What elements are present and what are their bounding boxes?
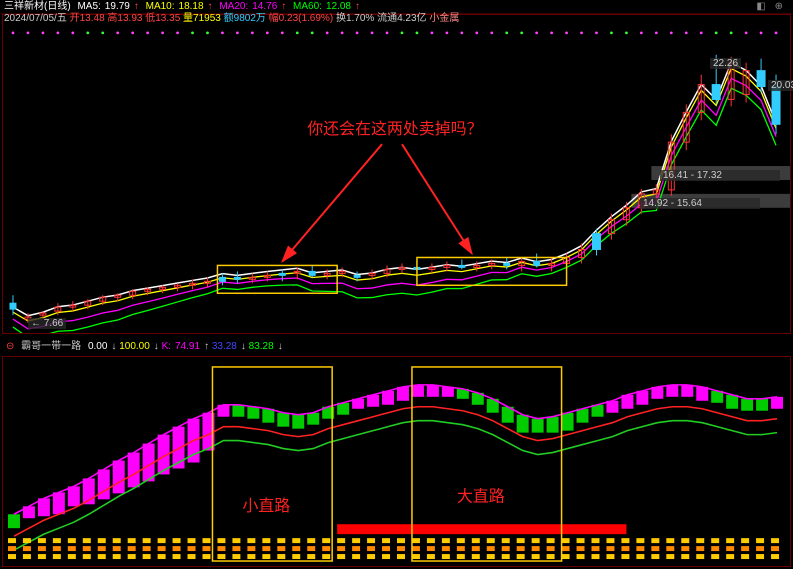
close-icon[interactable]: ⊕ (775, 1, 783, 12)
ma5-label: MA5: (77, 1, 100, 12)
down-icon[interactable]: ⊝ (6, 341, 14, 352)
price-zone-1: 14.92 - 15.64 (640, 198, 760, 209)
indicator-header: ⊝ 霸哥一带一路 0.00↓ 100.00↓ K:74.91↑ 33.28↓ 8… (2, 340, 791, 354)
ma60-label: MA60: (293, 1, 322, 12)
sub-indicator-chart[interactable]: 小直路 大直路 (2, 356, 791, 567)
ma10-val: 18.18 (179, 1, 204, 12)
price-zone-2: 16.41 - 17.32 (660, 170, 780, 181)
svg-text:大直路: 大直路 (457, 487, 505, 505)
price-hi2: 20.03 (768, 80, 793, 91)
ma20-label: MA20: (219, 1, 248, 12)
low-price-label: ← 7.66 (28, 318, 66, 329)
price-hi1: 22.26 (710, 58, 741, 69)
symbol-label: 三祥新材(日线) (4, 1, 71, 12)
ohlc-row: 2024/07/05/五 开13.48 高13.93 低13.35 量71953… (4, 13, 459, 25)
ma60-val: 12.08 (326, 1, 351, 12)
ma5-val: 19.79 (105, 1, 130, 12)
svg-text:小直路: 小直路 (242, 497, 290, 515)
ma10-label: MA10: (146, 1, 175, 12)
minimize-icon[interactable]: ◧ (756, 1, 765, 12)
ma20-val: 14.76 (252, 1, 277, 12)
chart-header: 三祥新材(日线) MA5:19.79↑ MA10:18.18↑ MA20:14.… (0, 0, 793, 14)
svg-text:你还会在这两处卖掉吗？: 你还会在这两处卖掉吗？ (307, 120, 482, 138)
